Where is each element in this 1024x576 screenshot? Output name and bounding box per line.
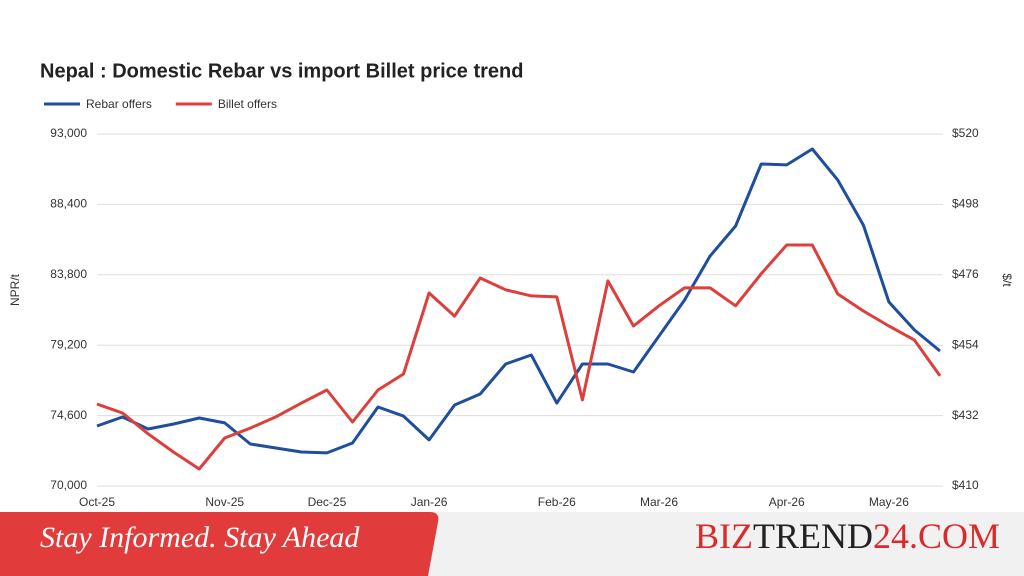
plot: 70,000 74,600 79,200 83,800 88,400 93,000 $410…: [44, 97, 979, 509]
tagline: Stay Informed. Stay Ahead: [40, 521, 360, 554]
x-tick-label: Mar-26: [640, 495, 678, 509]
y-axis-title: NPR/t: [8, 273, 22, 306]
brand-part: TREND: [753, 516, 873, 556]
brand-part: BIZ: [695, 516, 753, 556]
legend-label: Billet offers: [218, 97, 277, 111]
y2-tick-label: $520: [952, 126, 979, 140]
x-tick-label: Oct-25: [79, 495, 115, 509]
y-tick-label: 88,400: [50, 197, 87, 211]
y2-tick-label: $476: [952, 267, 979, 281]
x-tick-label: May-26: [869, 495, 909, 509]
x-tick-label: Jan-26: [411, 495, 448, 509]
y2-tick-label: $410: [952, 478, 979, 492]
brand: BIZTREND24.COM: [695, 516, 1000, 556]
x-tick-label: Feb-26: [538, 495, 576, 509]
y2-tick-label: $498: [952, 197, 979, 211]
series-line: [96, 243, 942, 471]
y-tick-label: 79,200: [50, 337, 87, 351]
y-tick-label: 93,000: [50, 126, 87, 140]
y-tick-label: 83,800: [50, 267, 87, 281]
series-line: [96, 147, 941, 455]
y2-axis-title: $/t: [1000, 273, 1014, 287]
legend-label: Rebar offers: [86, 97, 152, 111]
y-tick-label: 74,600: [50, 408, 87, 422]
x-tick-label: Dec-25: [308, 495, 347, 509]
y-tick-label: 70,000: [50, 478, 87, 492]
y2-tick-label: $432: [952, 408, 979, 422]
y2-tick-label: $454: [952, 337, 979, 351]
x-tick-label: Nov-25: [205, 495, 244, 509]
chart-title: Nepal : Domestic Rebar vs import Billet …: [40, 60, 523, 82]
brand-part: 24.COM: [873, 516, 1000, 556]
banner-tag-bg: [0, 512, 439, 576]
x-tick-label: Apr-26: [769, 495, 805, 509]
